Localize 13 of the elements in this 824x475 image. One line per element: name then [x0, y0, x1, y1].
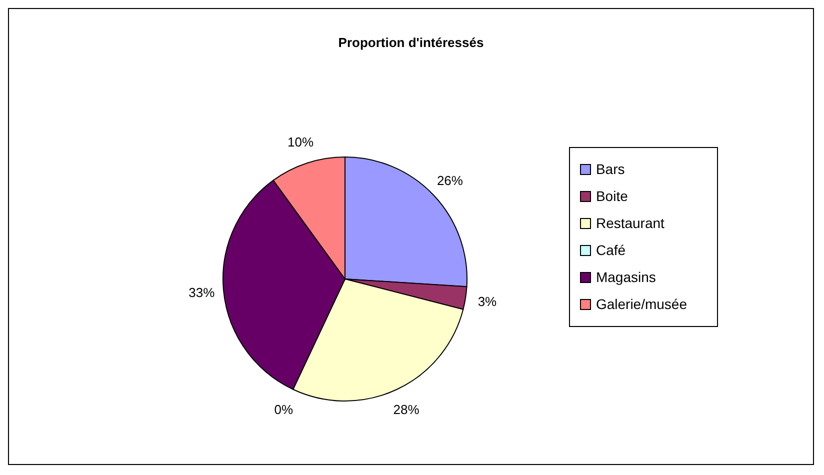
data-label: 3% [478, 294, 498, 310]
data-label: 28% [393, 402, 420, 417]
data-label: 26% [436, 172, 464, 188]
data-label: 33% [188, 285, 216, 300]
legend-label: Bars [596, 161, 625, 177]
text: 0% [274, 402, 294, 417]
legend-label: Café [596, 242, 626, 258]
data-label: 10% [287, 134, 314, 150]
legend-label: Galerie/musée [596, 296, 687, 312]
legend-label: Magasins [596, 269, 656, 285]
chart-title: Proportion d'intéressés [337, 35, 485, 50]
legend-label: Boite [596, 188, 628, 204]
legend-label: Restaurant [596, 215, 664, 231]
